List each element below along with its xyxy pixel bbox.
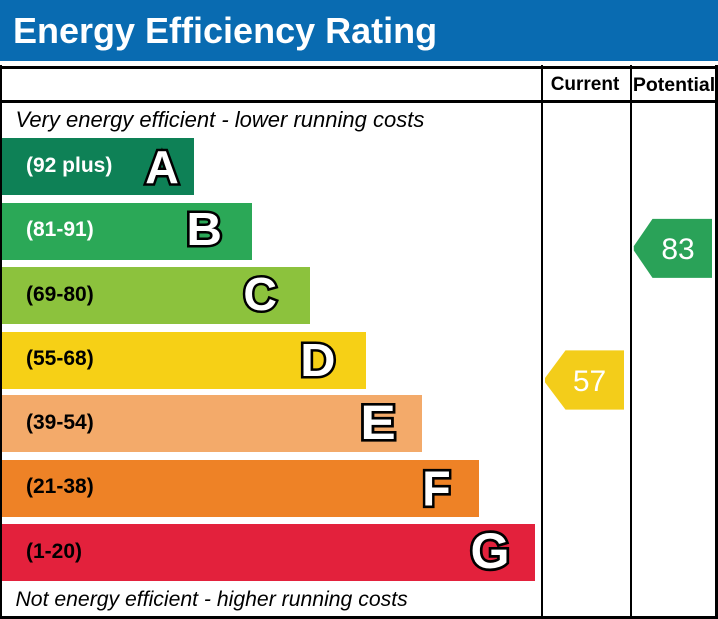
svg-text:83: 83 [661,233,694,266]
svg-text:D: D [300,335,335,387]
svg-text:F: F [422,462,450,516]
svg-text:B: B [186,204,222,255]
svg-text:A: A [145,141,179,193]
svg-text:E: E [360,395,395,449]
svg-text:C: C [243,268,277,320]
svg-text:57: 57 [573,365,606,398]
svg-text:G: G [470,523,509,579]
